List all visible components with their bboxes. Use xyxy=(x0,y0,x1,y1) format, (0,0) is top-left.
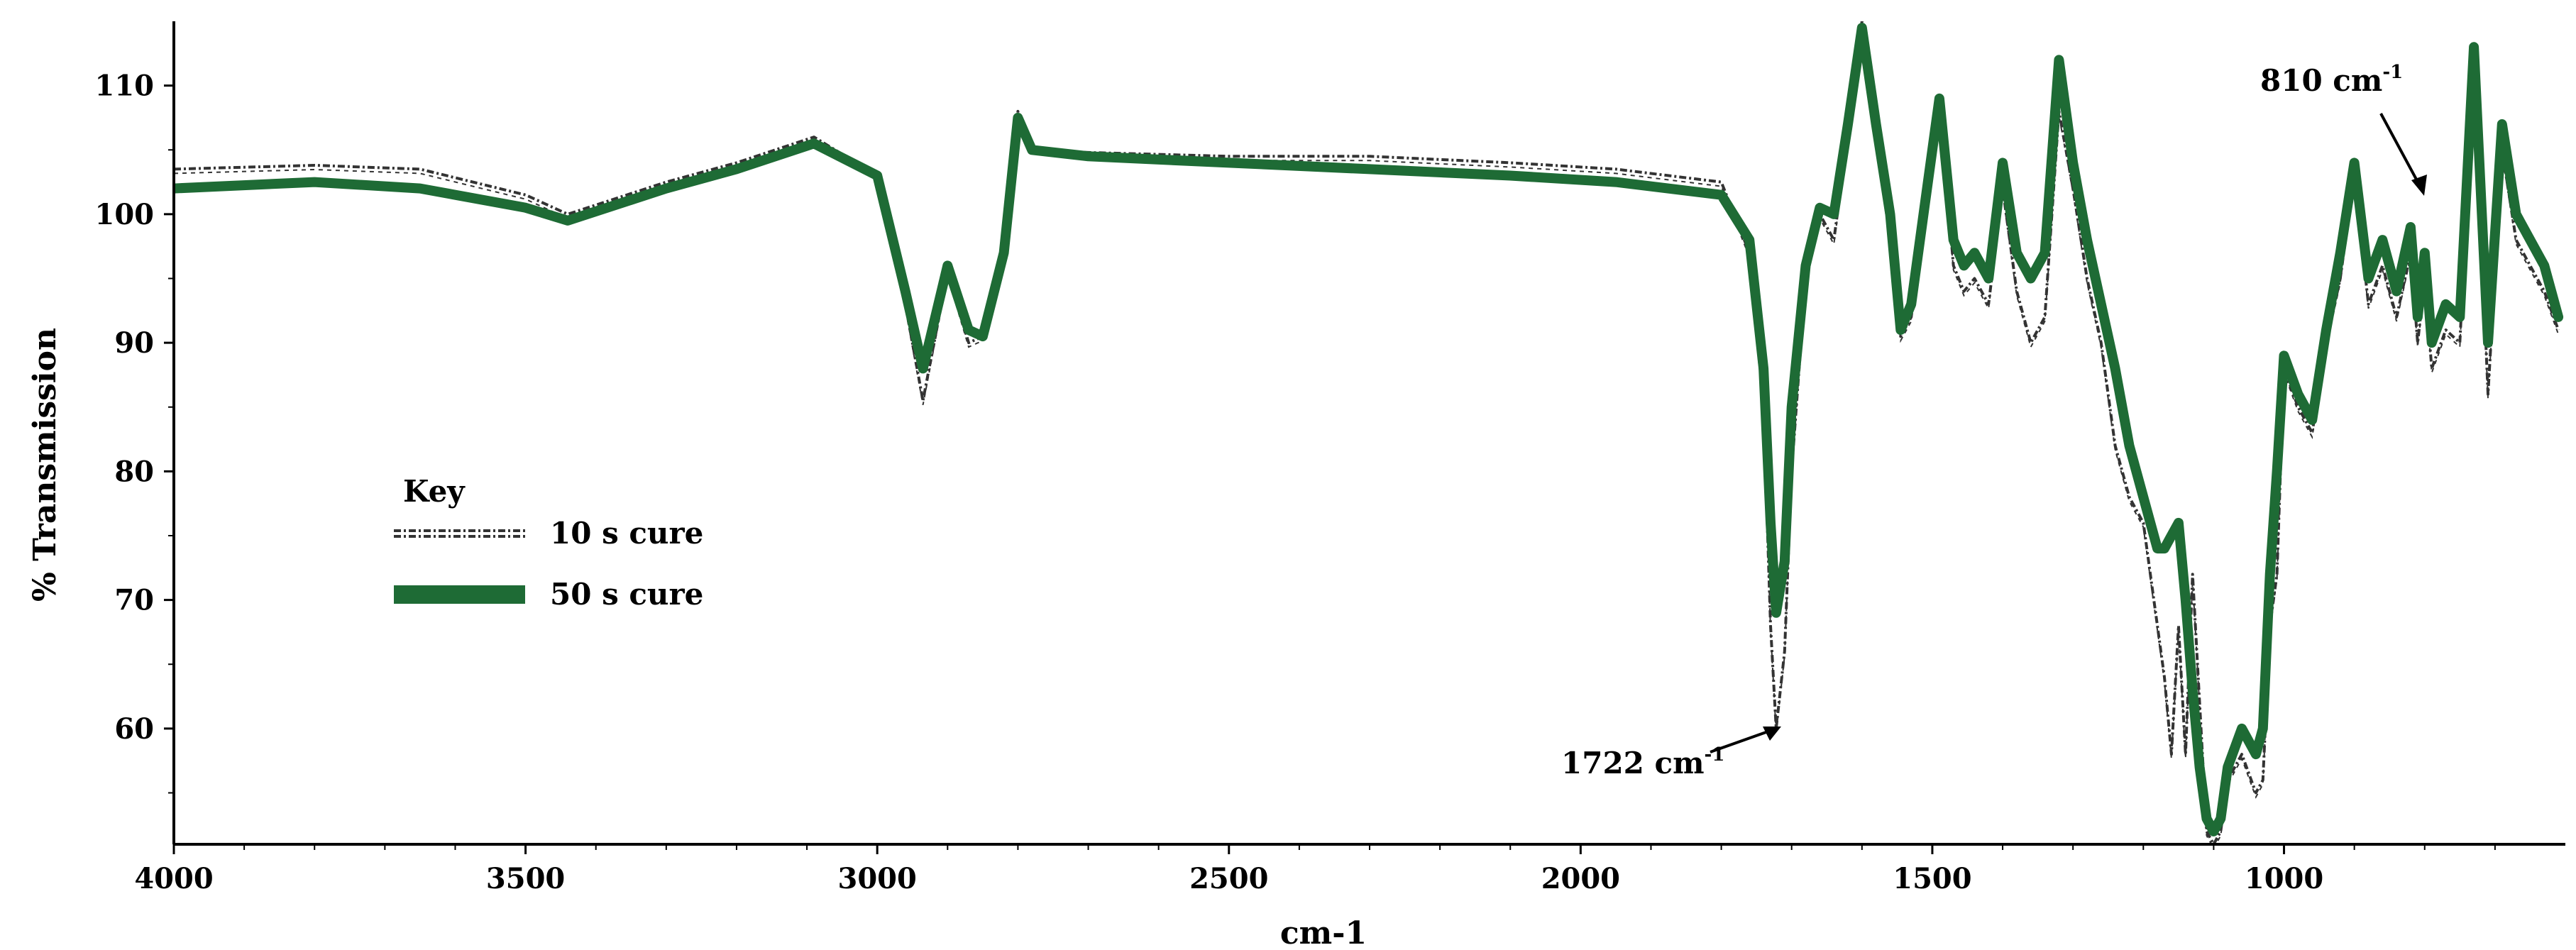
x-tick-label: 2000 xyxy=(1541,862,1620,895)
legend: Key 10 s cure 50 s cure xyxy=(394,474,703,612)
annotation-1722-label: 1722 cm-1 xyxy=(1561,744,1724,780)
x-tick-label: 1000 xyxy=(2245,862,2323,895)
y-tick-label: 90 xyxy=(114,326,154,360)
legend-swatch-10s xyxy=(394,529,525,538)
y-tick-label: 80 xyxy=(114,455,154,488)
legend-label-50s: 50 s cure xyxy=(550,577,703,612)
x-axis-title: cm-1 xyxy=(1280,915,1367,950)
series-line-10s-cure xyxy=(174,21,2560,844)
annotation-1722: 1722 cm-1 xyxy=(1561,727,1781,780)
y-tick-label: 70 xyxy=(114,584,154,617)
series-group-2 xyxy=(174,23,2564,836)
legend-title: Key xyxy=(403,474,466,509)
y-tick-label: 100 xyxy=(95,198,155,231)
annotation-810-label: 810 cm-1 xyxy=(2260,62,2403,98)
legend-label-10s: 10 s cure xyxy=(550,516,703,551)
x-tick-label: 1500 xyxy=(1893,862,1971,895)
y-tick-label: 60 xyxy=(114,712,154,746)
y-axis-title: % Transmission xyxy=(27,328,63,602)
x-tick-label: 2500 xyxy=(1189,862,1268,895)
plot-area xyxy=(174,21,2564,844)
y-tick-label: 110 xyxy=(95,70,155,103)
annotation-1722-arrowhead xyxy=(1763,727,1781,741)
axes: 4000 3500 3000 2500 2000 1500 1000 60 70 80 90 100 1… xyxy=(95,21,2565,895)
annotation-810: 810 cm-1 xyxy=(2260,62,2427,196)
annotation-1722-arrow xyxy=(1710,728,1775,753)
annotation-810-arrowhead xyxy=(2411,175,2427,196)
x-tick-label: 4000 xyxy=(134,862,213,895)
x-tick-label: 3000 xyxy=(838,862,917,895)
annotation-810-arrow xyxy=(2379,113,2421,187)
series-line-50s-cure xyxy=(174,23,2564,836)
x-tick-label: 3500 xyxy=(486,862,565,895)
